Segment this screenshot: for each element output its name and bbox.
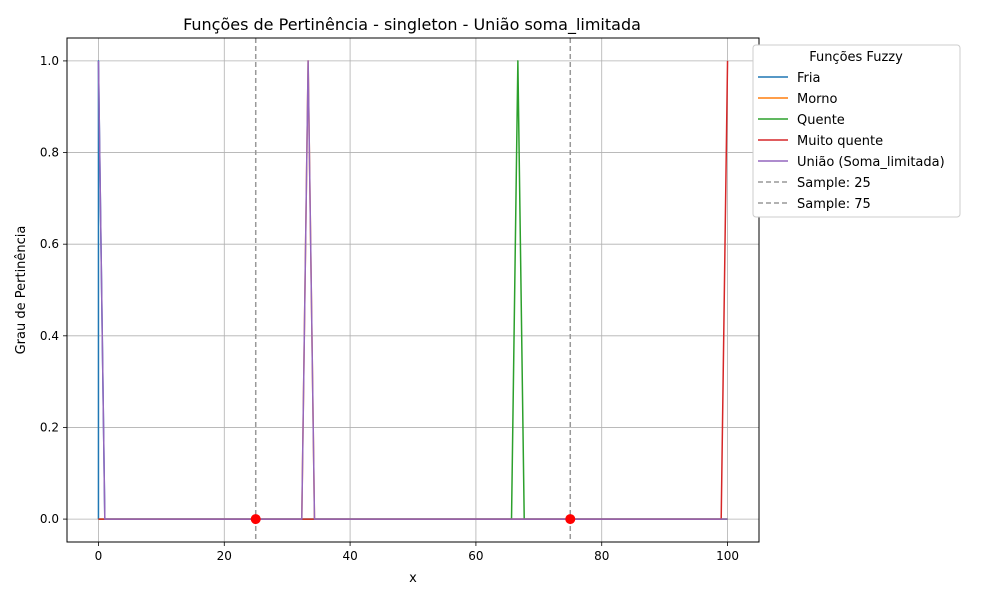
y-axis-ticks: 0.0 0.2 0.4 0.6 0.8 1.0 [40,54,67,526]
x-axis-label: x [409,571,417,586]
legend-entry: Muito quente [797,134,883,149]
x-tick-label: 60 [468,549,483,563]
sample-point-marker [565,514,576,525]
legend-title: Funções Fuzzy [809,50,903,65]
y-tick-label: 0.6 [40,237,59,251]
y-tick-label: 0.0 [40,512,59,526]
x-tick-label: 100 [716,549,739,563]
chart-title: Funções de Pertinência - singleton - Uni… [183,15,641,35]
y-tick-label: 1.0 [40,54,59,68]
sample-lines [254,38,572,542]
legend-items: Fria Morno Quente Muito quente União (Soma_l… [758,71,945,212]
y-tick-label: 0.4 [40,329,59,343]
sample-markers [250,514,576,525]
legend-entry: União (Soma_limitada) [797,155,945,170]
y-tick-label: 0.2 [40,420,59,434]
legend: Funções Fuzzy Fria Morno Quente Muito quent… [752,44,961,218]
legend-entry: Sample: 75 [797,197,871,212]
x-tick-label: 0 [95,549,103,563]
y-tick-label: 0.8 [40,146,59,160]
plot-frame [66,37,760,543]
series-line-quente [98,60,728,520]
sample-point-marker [250,514,261,525]
legend-box [752,44,961,218]
x-tick-label: 20 [217,549,232,563]
series-lines [97,60,729,520]
legend-entry: Sample: 25 [797,176,871,191]
grid [67,38,759,542]
series-line-morno [98,60,728,520]
series-line-fria [97,60,728,520]
legend-entry: Morno [797,92,838,107]
x-tick-label: 80 [594,549,609,563]
x-tick-label: 40 [342,549,357,563]
series-line-uni-o-soma-limitada [97,60,728,520]
legend-entry: Fria [797,71,820,86]
series-line-muito-quente [98,60,729,520]
y-axis-label: Grau de Pertinência [14,226,29,355]
legend-entry: Quente [797,113,845,128]
x-axis-ticks: 0 20 40 60 80 100 [95,542,739,563]
